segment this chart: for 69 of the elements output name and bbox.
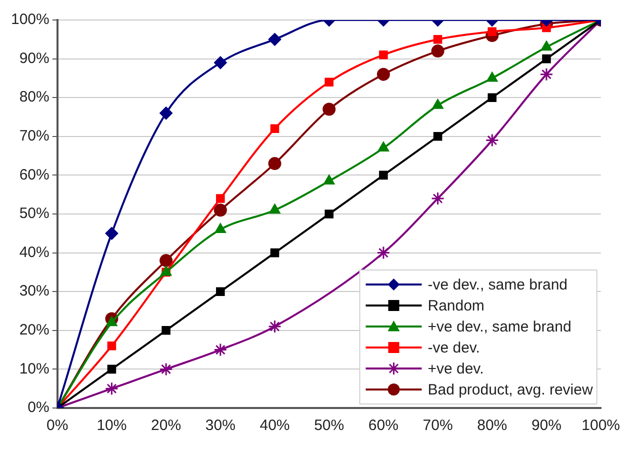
- legend-label: Random: [428, 298, 484, 315]
- point: [376, 246, 390, 260]
- point: [540, 40, 552, 51]
- point: [324, 78, 334, 86]
- point: [107, 364, 116, 374]
- legend-label: Bad product, avg. review: [428, 382, 593, 399]
- point: [268, 320, 282, 334]
- point: [160, 106, 173, 120]
- point: [216, 194, 225, 203]
- legend-label: +ve dev., same brand: [428, 318, 572, 336]
- point: [105, 226, 118, 240]
- legend-label: -ve dev.: [428, 340, 480, 357]
- y-tick-label: 100%: [10, 11, 50, 28]
- legend-label: +ve dev.: [428, 360, 484, 378]
- point: [376, 68, 390, 81]
- point: [106, 316, 118, 326]
- point: [159, 362, 173, 376]
- point: [214, 223, 226, 234]
- x-tick-label: 0%: [46, 417, 68, 434]
- point: [107, 342, 116, 350]
- point: [214, 204, 227, 217]
- point: [379, 50, 388, 60]
- x-tick-label: 40%: [260, 417, 290, 434]
- point: [270, 248, 280, 258]
- point: [104, 382, 118, 396]
- point: [540, 68, 554, 82]
- point: [431, 44, 444, 58]
- x-tick-label: 80%: [477, 417, 508, 434]
- point: [160, 254, 173, 268]
- point: [378, 142, 390, 152]
- point: [488, 93, 497, 102]
- x-tick-label: 70%: [422, 417, 453, 434]
- point: [432, 98, 444, 109]
- x-tick-label: 90%: [531, 417, 562, 434]
- y-tick-label: 70%: [19, 128, 50, 145]
- point: [270, 124, 280, 134]
- point: [268, 32, 282, 46]
- point: [322, 102, 336, 116]
- point: [379, 170, 388, 180]
- point: [324, 210, 334, 218]
- point: [485, 134, 499, 148]
- x-tick-label: 30%: [205, 417, 236, 434]
- x-tick-label: 50%: [314, 417, 344, 434]
- point: [323, 174, 335, 185]
- point: [268, 157, 282, 170]
- point: [269, 204, 280, 214]
- point: [542, 54, 551, 64]
- y-tick-label: 90%: [19, 50, 50, 67]
- point: [214, 56, 227, 70]
- x-tick-label: 20%: [151, 417, 182, 434]
- y-tick-label: 60%: [19, 166, 50, 184]
- x-tick-label: 100%: [582, 417, 620, 434]
- x-tick-label: 10%: [96, 417, 127, 434]
- y-tick-label: 0%: [28, 399, 50, 416]
- y-tick-label: 40%: [19, 244, 50, 261]
- point: [216, 287, 225, 296]
- point: [431, 192, 445, 206]
- point: [433, 35, 442, 44]
- legend-label: -ve dev., same brand: [428, 276, 568, 294]
- y-tick-label: 20%: [19, 322, 50, 339]
- y-tick-label: 30%: [19, 282, 50, 300]
- point: [162, 326, 170, 335]
- y-tick-label: 10%: [19, 360, 50, 378]
- y-tick-label: 80%: [19, 88, 50, 106]
- point: [214, 343, 228, 357]
- x-tick-label: 60%: [368, 417, 398, 434]
- point: [433, 132, 442, 141]
- point: [486, 72, 498, 82]
- y-tick-label: 50%: [19, 205, 50, 222]
